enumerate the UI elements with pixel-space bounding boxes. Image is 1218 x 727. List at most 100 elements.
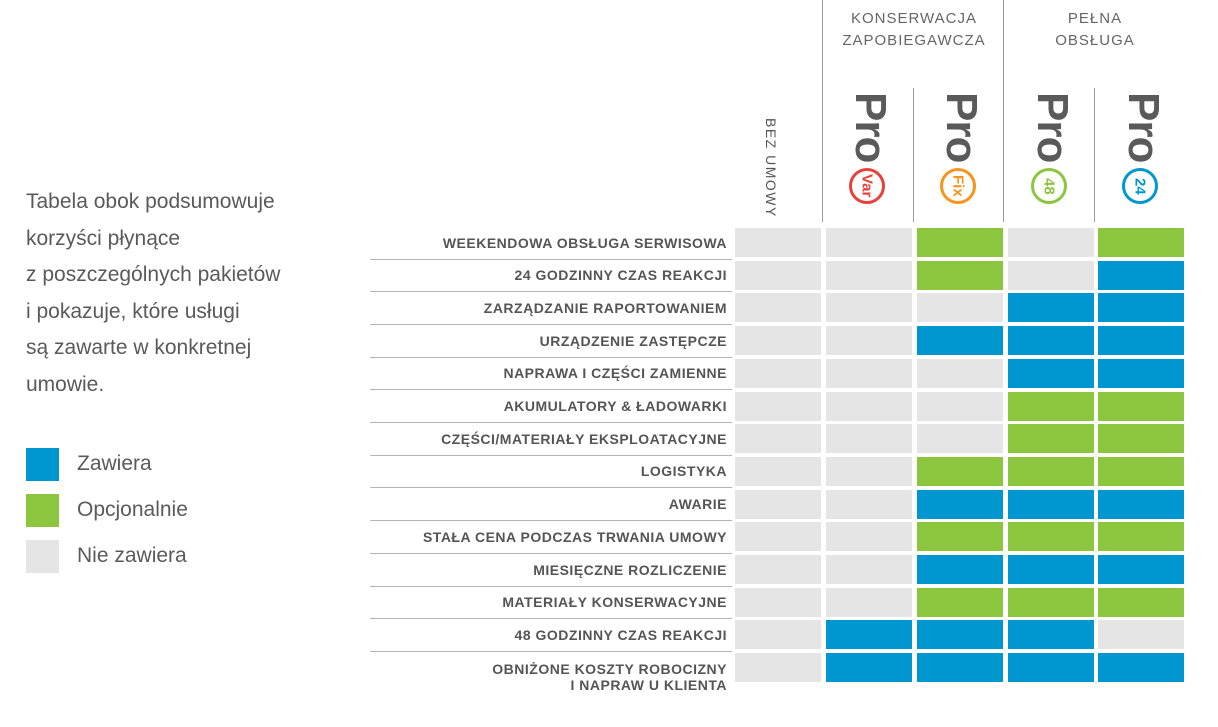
pro-24-badge: 24 <box>1122 168 1158 204</box>
row-divider <box>370 356 732 358</box>
matrix-cell <box>917 260 1003 290</box>
matrix-cell <box>735 358 821 388</box>
matrix-cell <box>917 555 1003 584</box>
legend-item-not-included: Nie zawiera <box>26 533 188 579</box>
matrix-cell <box>826 424 912 454</box>
matrix-cell <box>917 391 1003 421</box>
matrix-cell <box>1098 489 1184 519</box>
group-header-line: ZAPOBIEGAWCZA <box>842 32 986 49</box>
pro-wordmark: Pro <box>846 92 895 163</box>
matrix-cell <box>826 326 912 356</box>
legend-label: Opcjonalnie <box>77 498 188 521</box>
intro-line: i pokazuje, które usługi <box>26 299 240 323</box>
matrix-cell <box>735 653 821 683</box>
row-label-line: 48 GODZINNY CZAS REAKCJI <box>514 626 727 643</box>
row-label: AKUMULATORY & ŁADOWARKI <box>370 398 727 414</box>
row-label-line: URZĄDZENIE ZASTĘPCZE <box>539 332 727 349</box>
row-divider <box>370 389 732 391</box>
row-label: STAŁA CENA PODCZAS TRWANIA UMOWY <box>370 529 727 545</box>
matrix-cell <box>917 424 1003 454</box>
row-label-line: MIESIĘCZNE ROZLICZENIE <box>533 561 727 578</box>
matrix-cell <box>826 522 912 552</box>
matrix-cell <box>1098 620 1184 650</box>
matrix-cell <box>826 555 912 584</box>
legend-label: Zawiera <box>77 452 152 475</box>
matrix-cell <box>1098 555 1184 584</box>
legend-swatch <box>26 493 59 527</box>
column-divider <box>822 0 823 222</box>
matrix-cell <box>826 620 912 650</box>
matrix-cell <box>1008 555 1094 584</box>
matrix-cell <box>917 228 1003 257</box>
row-divider <box>370 454 732 456</box>
badge-label: Fix <box>949 175 967 197</box>
group-header-line: KONSERWACJA <box>850 10 978 27</box>
row-label-line: AKUMULATORY & ŁADOWARKI <box>503 398 727 414</box>
matrix-cell <box>917 522 1003 552</box>
matrix-cell <box>1008 424 1094 454</box>
badge-label: 24 <box>1131 177 1149 195</box>
row-label: ZARZĄDZANIE RAPORTOWANIEM <box>370 300 727 316</box>
intro-line: umowie. <box>26 372 105 396</box>
matrix-cell <box>735 522 821 552</box>
badge-label: Var <box>858 174 876 198</box>
matrix-cell <box>735 260 821 290</box>
row-divider <box>370 520 732 522</box>
matrix-cell <box>1098 424 1184 454</box>
row-label: OBNIŻONE KOSZTY ROBOCIZNY I NAPRAW U KLIE… <box>370 661 727 693</box>
column-divider <box>1094 88 1095 222</box>
matrix-cell <box>1098 326 1184 356</box>
matrix-cell <box>1008 326 1094 356</box>
matrix-cell <box>1008 522 1094 552</box>
matrix-cell <box>826 293 912 323</box>
matrix-cell <box>826 260 912 290</box>
matrix-cell <box>917 620 1003 650</box>
pro-wordmark: Pro <box>1028 92 1077 163</box>
legend-swatch <box>26 539 59 573</box>
row-label-line: ZARZĄDZANIE RAPORTOWANIEM <box>483 299 727 316</box>
row-divider <box>370 487 732 489</box>
row-label: WEEKENDOWA OBSŁUGA SERWISOWA <box>370 235 727 251</box>
column-header-pro-24: Pro 24 <box>1097 92 1183 220</box>
matrix-cell <box>735 326 821 356</box>
column-divider <box>913 88 914 222</box>
matrix-cell <box>735 555 821 584</box>
row-label-line: OBNIŻONE KOSZTY ROBOCIZNY <box>492 660 727 677</box>
matrix-cell <box>735 587 821 617</box>
matrix-cell <box>826 653 912 683</box>
matrix-cell <box>826 228 912 257</box>
pro-fix-badge: Fix <box>940 168 976 204</box>
intro-line: z poszczególnych pakietów <box>26 263 281 286</box>
column-header-pro-48: Pro 48 <box>1006 92 1092 220</box>
matrix-cell <box>917 653 1003 683</box>
column-header-pro-var: Pro Var <box>824 92 910 220</box>
matrix-cell <box>917 587 1003 617</box>
row-divider <box>370 323 732 325</box>
legend-swatch <box>26 447 59 481</box>
legend-item-optional: Opcjonalnie <box>26 487 188 533</box>
pro-wordmark: Pro <box>1119 92 1168 163</box>
row-label-line: NAPRAWA I CZĘŚCI ZAMIENNE <box>503 365 727 382</box>
row-divider <box>370 258 732 260</box>
matrix-cell <box>735 456 821 486</box>
matrix-cell <box>1008 620 1094 650</box>
matrix-cell <box>1008 358 1094 388</box>
legend-item-included: Zawiera <box>26 441 188 487</box>
pro-wordmark: Pro <box>937 92 986 163</box>
column-header-label: BEZ UMOWY <box>763 118 779 218</box>
matrix-cell <box>826 358 912 388</box>
matrix-cell <box>1008 228 1094 257</box>
matrix-cell <box>1008 391 1094 421</box>
row-label: MIESIĘCZNE ROZLICZENIE <box>370 562 727 578</box>
row-label: MATERIAŁY KONSERWACYJNE <box>370 594 727 610</box>
group-header-preventive: KONSERWACJA ZAPOBIEGAWCZA <box>825 8 1003 52</box>
matrix-cell <box>1098 358 1184 388</box>
matrix-cell <box>735 228 821 257</box>
matrix-cell <box>1098 391 1184 421</box>
row-divider <box>370 552 732 554</box>
matrix-cell <box>917 358 1003 388</box>
badge-label: 48 <box>1040 177 1058 195</box>
intro-text: Tabela obok podsumowuje korzyści płynące… <box>26 184 346 403</box>
group-header-line: OBSŁUGA <box>1055 32 1135 49</box>
matrix-cell <box>735 424 821 454</box>
